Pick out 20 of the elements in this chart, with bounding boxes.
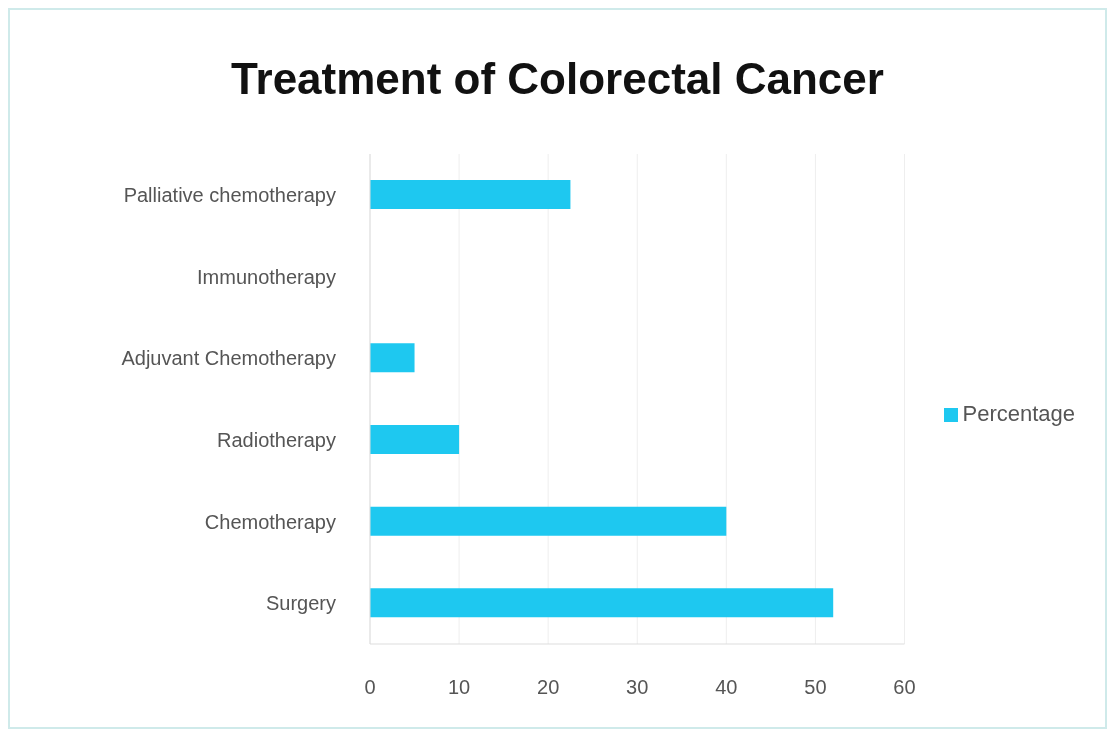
legend-label: Percentage [962, 401, 1075, 426]
bar [370, 588, 834, 618]
bar [370, 180, 571, 209]
x-tick-label: 30 [626, 676, 649, 699]
bar [370, 506, 727, 536]
y-tick-label: Chemotherapy [204, 510, 336, 533]
chart-title: Treatment of Colorectal Cancer [230, 53, 885, 105]
x-tick-label: 20 [537, 676, 560, 699]
y-tick-label: Palliative chemotherapy [123, 183, 336, 206]
bar [370, 425, 460, 454]
y-tick-label: Adjuvant Chemotherapy [121, 347, 336, 370]
x-tick-label: 40 [715, 676, 738, 699]
x-tick-label: 50 [804, 676, 827, 699]
x-tick-label: 60 [893, 676, 916, 699]
x-tick-label: 10 [447, 676, 471, 699]
y-tick-label: Radiotherapy [217, 428, 336, 451]
y-tick-label: Surgery [265, 592, 336, 615]
x-tick-label: 0 [364, 676, 376, 699]
y-tick-label: Immunotherapy [197, 265, 336, 288]
bar [370, 343, 415, 373]
